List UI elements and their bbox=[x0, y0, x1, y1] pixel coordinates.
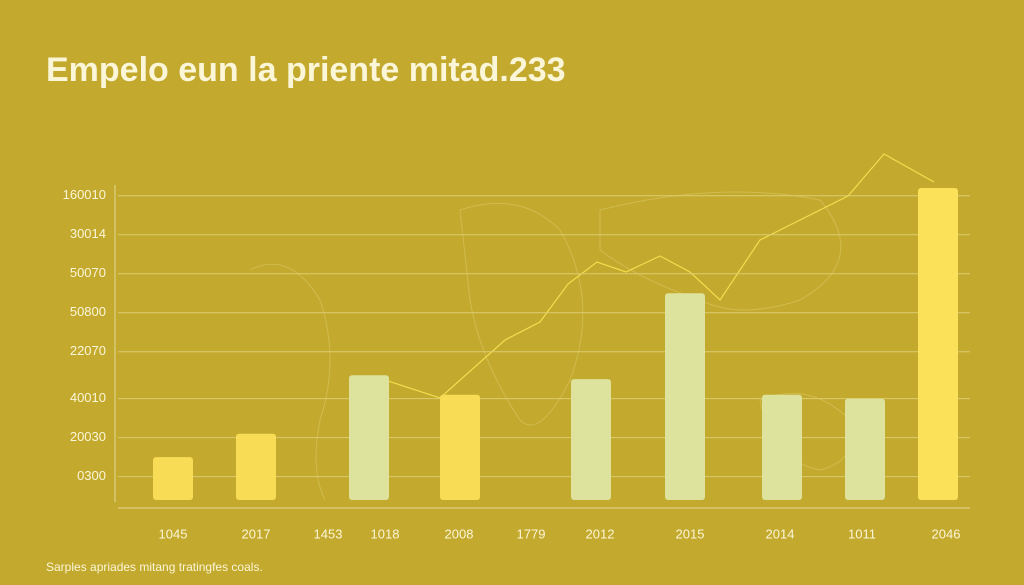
y-tick-label: 30014 bbox=[70, 226, 106, 241]
bar bbox=[349, 375, 389, 500]
x-tick-label: 1779 bbox=[517, 526, 546, 541]
bar bbox=[440, 394, 480, 500]
footnote: Sarples apriades mitang tratingfes coals… bbox=[46, 560, 263, 574]
x-tick-label: 2012 bbox=[586, 526, 615, 541]
x-tick-label: 2008 bbox=[445, 526, 474, 541]
x-tick-label: 1011 bbox=[848, 526, 876, 541]
x-tick-label: 1453 bbox=[314, 526, 343, 541]
route-line bbox=[384, 153, 935, 399]
x-tick-label: 2017 bbox=[242, 526, 271, 541]
y-tick-label: 40010 bbox=[70, 390, 106, 405]
bar bbox=[236, 433, 276, 500]
bar bbox=[918, 188, 958, 500]
y-tick-label: 50070 bbox=[70, 265, 106, 280]
y-tick-label: 160010 bbox=[63, 187, 106, 202]
y-tick-label: 50800 bbox=[70, 304, 106, 319]
y-tick-label: 20030 bbox=[70, 429, 106, 444]
chart-title: Empelo eun la priente mitad.233 bbox=[46, 51, 566, 89]
bar bbox=[571, 379, 611, 500]
bar bbox=[153, 457, 193, 500]
y-tick-label: 22070 bbox=[70, 343, 106, 358]
bar bbox=[762, 394, 802, 500]
x-tick-label: 1045 bbox=[159, 526, 188, 541]
x-tick-label: 1018 bbox=[371, 526, 400, 541]
bar bbox=[665, 293, 705, 500]
x-tick-label: 2014 bbox=[766, 526, 795, 541]
y-tick-label: 0300 bbox=[77, 468, 106, 483]
bar bbox=[845, 398, 885, 500]
x-tick-label: 2046 bbox=[932, 526, 961, 541]
x-tick-label: 2015 bbox=[676, 526, 705, 541]
